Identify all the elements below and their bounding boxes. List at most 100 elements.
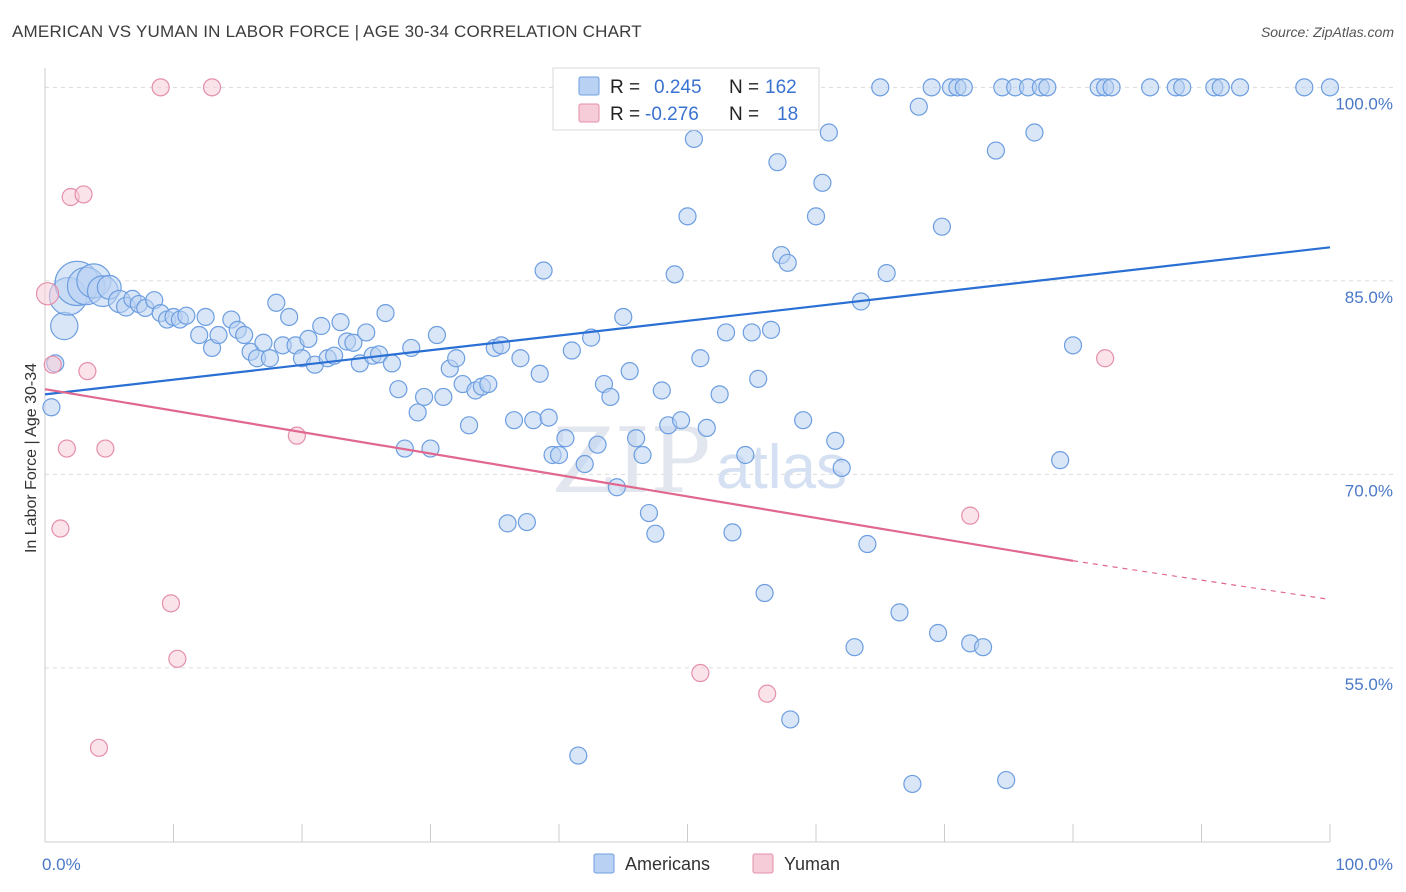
yuman-point: [151, 78, 170, 97]
americans-point: [778, 253, 797, 272]
americans-point: [826, 431, 845, 450]
yuman-point: [161, 594, 181, 613]
americans-point: [556, 429, 575, 448]
y-tick-labels: 100.0% 85.0% 70.0% 55.0%: [1335, 94, 1393, 694]
americans-point: [997, 770, 1016, 790]
americans-point: [626, 429, 646, 448]
y-tick-label: 100.0%: [1335, 94, 1393, 113]
americans-point: [479, 374, 498, 394]
americans-point: [331, 313, 350, 332]
americans-point: [562, 341, 581, 360]
yuman-point: [89, 738, 109, 757]
americans-point: [736, 445, 755, 465]
americans-point: [858, 534, 877, 554]
yuman-point: [961, 506, 980, 525]
americans-point: [534, 261, 553, 280]
americans-point: [190, 325, 209, 345]
americans-point: [1211, 78, 1230, 97]
watermark-atlas: atlas: [716, 433, 847, 502]
americans-point: [723, 523, 742, 542]
series-legend: Americans Yuman: [593, 853, 840, 874]
yuman-point: [43, 355, 62, 374]
americans-legend-label: Americans: [625, 854, 710, 874]
y-tick-label: 70.0%: [1345, 481, 1393, 500]
americans-point: [1038, 78, 1057, 97]
americans-point: [408, 403, 427, 422]
americans-point: [357, 323, 376, 342]
americans-point: [691, 349, 710, 368]
americans-point: [492, 336, 511, 355]
americans-point: [973, 638, 993, 657]
americans-point: [607, 478, 626, 497]
americans-point: [716, 323, 736, 342]
americans-point: [504, 411, 524, 430]
americans-legend-swatch: [593, 853, 615, 874]
yuman-trend-extension: [1072, 560, 1331, 601]
americans-point: [344, 333, 363, 352]
legend-n-label-2: N =: [729, 104, 759, 125]
americans-point: [652, 381, 671, 400]
americans-point: [588, 435, 607, 454]
americans-point: [196, 307, 215, 327]
yuman-points: [35, 78, 1115, 757]
americans-point: [177, 306, 196, 325]
x-tick-labels: 0.0% 100.0%: [42, 855, 1393, 874]
americans-point: [671, 411, 691, 430]
americans-point: [678, 207, 697, 226]
americans-point: [530, 364, 549, 383]
americans-point: [832, 458, 851, 477]
americans-point: [382, 354, 402, 373]
americans-point: [781, 710, 800, 729]
yuman-swatch: [578, 103, 600, 123]
americans-point: [742, 323, 761, 342]
americans-point: [633, 445, 652, 465]
americans-point: [755, 583, 774, 603]
x-tick-label: 100.0%: [1335, 855, 1393, 874]
americans-point: [903, 774, 922, 794]
americans-point: [1063, 336, 1083, 355]
correlation-legend: R = 0.245 N = 162 R = -0.276 N = 18: [552, 67, 820, 131]
americans-point: [749, 369, 768, 388]
americans-point: [639, 503, 659, 523]
americans-point: [614, 307, 633, 327]
americans-point: [299, 329, 318, 348]
americans-point: [427, 325, 447, 345]
americans-point: [954, 78, 973, 97]
americans-point: [414, 387, 434, 407]
yuman-point: [202, 78, 222, 97]
americans-point: [646, 524, 665, 543]
americans-point: [1140, 78, 1160, 97]
americans-point: [819, 123, 838, 142]
source-label: Source: ZipAtlas.com: [1260, 24, 1394, 40]
yuman-point: [168, 649, 187, 668]
yuman-trend-line: [44, 388, 1074, 562]
americans-point: [768, 153, 787, 172]
americans-point: [1230, 78, 1250, 97]
americans-point: [1102, 78, 1121, 97]
grid-lines: [45, 86, 1395, 669]
americans-point: [511, 349, 530, 368]
americans-point: [845, 638, 864, 657]
americans-point: [260, 349, 279, 368]
americans-point: [447, 349, 466, 368]
americans-point: [877, 264, 896, 283]
legend-n-value-1: 162: [765, 77, 797, 98]
chart-title: AMERICAN VS YUMAN IN LABOR FORCE | AGE 3…: [12, 22, 642, 41]
yuman-point: [78, 362, 97, 381]
americans-point: [549, 445, 569, 465]
y-tick-label: 55.0%: [1345, 675, 1393, 694]
americans-point: [254, 333, 273, 352]
americans-point: [922, 78, 941, 97]
americans-point: [932, 217, 952, 236]
americans-point: [280, 307, 299, 327]
americans-point: [909, 97, 928, 116]
americans-point: [601, 387, 620, 407]
americans-point: [524, 411, 543, 430]
yuman-point: [1096, 349, 1115, 368]
americans-point: [575, 454, 594, 474]
legend-n-value-2: 18: [777, 104, 798, 125]
americans-point: [986, 141, 1006, 160]
legend-n-label-1: N =: [729, 77, 759, 98]
americans-point: [665, 265, 684, 284]
americans-point: [434, 387, 453, 407]
